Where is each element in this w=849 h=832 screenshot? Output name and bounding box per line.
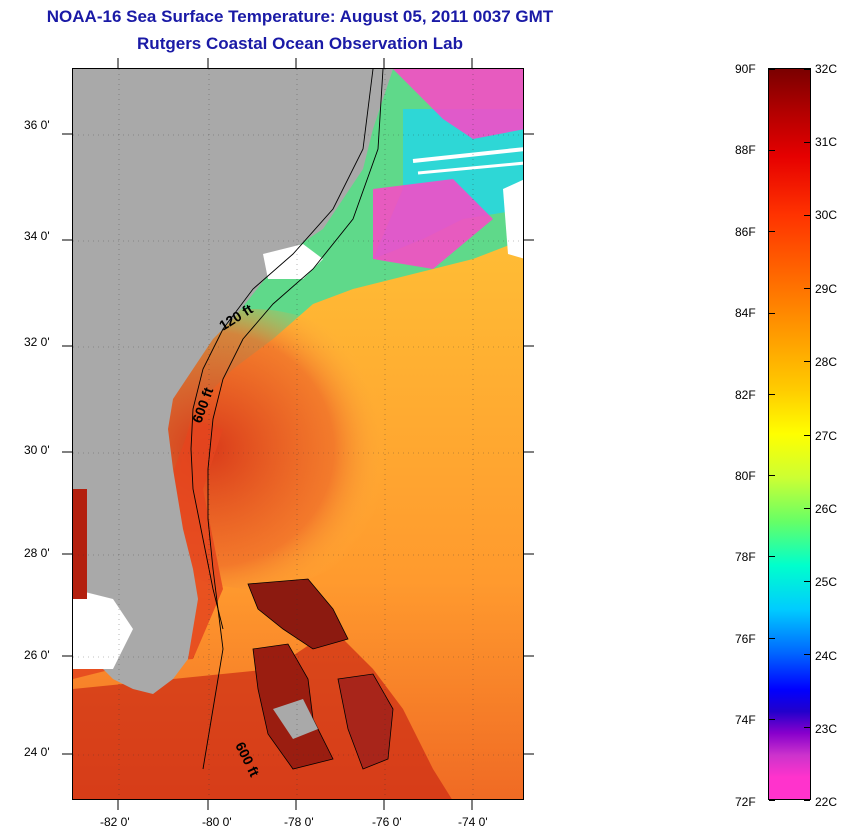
colorbar-tick-f (769, 150, 775, 151)
lat-label-30: 30 0' (24, 443, 50, 457)
colorbar-tick-c (804, 654, 810, 655)
cb-c-23: 23C (815, 722, 838, 736)
lat-label-36: 36 0' (24, 118, 50, 132)
colorbar-tick-f (769, 475, 775, 476)
colorbar-tick-c (804, 800, 810, 801)
colorbar-tick-f (769, 394, 775, 395)
lon-label-80: -80 0' (202, 815, 232, 829)
land-mainland (73, 69, 393, 694)
lat-label-32: 32 0' (24, 335, 50, 349)
cb-f-72: 72F (735, 795, 756, 809)
temperature-colorbar (768, 68, 811, 801)
lat-label-34: 34 0' (24, 229, 50, 243)
cb-f-80: 80F (735, 469, 756, 483)
cb-c-27: 27C (815, 429, 838, 443)
gulf-strip (73, 489, 87, 599)
coastal-cloud-2 (73, 589, 133, 669)
cb-f-76: 76F (735, 632, 756, 646)
cb-f-90: 90F (735, 62, 756, 76)
cb-f-88: 88F (735, 143, 756, 157)
sst-map-svg: 120 ft 600 ft 600 ft (73, 69, 523, 799)
sst-map: 120 ft 600 ft 600 ft (72, 68, 524, 800)
cb-c-32: 32C (815, 62, 838, 76)
lon-label-82: -82 0' (100, 815, 130, 829)
cloud-streak-2 (417, 161, 523, 175)
contour-600ft (202, 69, 384, 770)
colorbar-tick-f (769, 313, 775, 314)
colorbar-tick-c (804, 727, 810, 728)
colorbar-tick-c (804, 508, 810, 509)
colorbar-tick-c (804, 142, 810, 143)
lon-label-78: -78 0' (284, 815, 314, 829)
cb-f-82: 82F (735, 388, 756, 402)
lat-label-24: 24 0' (24, 745, 50, 759)
cb-f-84: 84F (735, 306, 756, 320)
cb-c-29: 29C (815, 282, 838, 296)
cb-c-26: 26C (815, 502, 838, 516)
bahamas-bank-3 (337, 673, 394, 770)
east-cloud (503, 179, 523, 259)
bahamas-warm (73, 629, 452, 799)
cb-c-24: 24C (815, 649, 838, 663)
map-title: NOAA-16 Sea Surface Temperature: August … (46, 7, 554, 26)
map-subtitle: Rutgers Coastal Ocean Observation Lab (137, 34, 463, 53)
colorbar-tick-c (804, 69, 810, 70)
colorbar-tick-c (804, 435, 810, 436)
cb-c-25: 25C (815, 575, 838, 589)
cuba-island (273, 699, 318, 739)
contour-120ft (190, 69, 374, 630)
colorbar-tick-f (769, 719, 775, 720)
cb-f-74: 74F (735, 713, 756, 727)
colorbar-tick-c (804, 288, 810, 289)
lat-label-26: 26 0' (24, 648, 50, 662)
cb-c-30: 30C (815, 208, 838, 222)
lat-label-28: 28 0' (24, 546, 50, 560)
lon-label-76: -76 0' (372, 815, 402, 829)
colorbar-tick-f (769, 69, 775, 70)
colorbar-tick-f (769, 556, 775, 557)
colorbar-tick-f (769, 231, 775, 232)
cb-f-86: 86F (735, 225, 756, 239)
cloud-streak-1 (412, 147, 523, 163)
cb-c-31: 31C (815, 135, 838, 149)
colorbar-tick-f (769, 638, 775, 639)
cb-f-78: 78F (735, 550, 756, 564)
colorbar-tick-f (769, 800, 775, 801)
colorbar-tick-c (804, 361, 810, 362)
bahamas-bank-1 (247, 578, 349, 650)
colorbar-tick-c (804, 215, 810, 216)
magenta-cloud-edge (373, 69, 523, 269)
lon-label-74: -74 0' (458, 815, 488, 829)
cb-c-22: 22C (815, 795, 838, 809)
coastal-cloud-1 (263, 244, 323, 279)
colorbar-tick-c (804, 581, 810, 582)
cb-c-28: 28C (815, 355, 838, 369)
grid-lines (73, 69, 523, 799)
